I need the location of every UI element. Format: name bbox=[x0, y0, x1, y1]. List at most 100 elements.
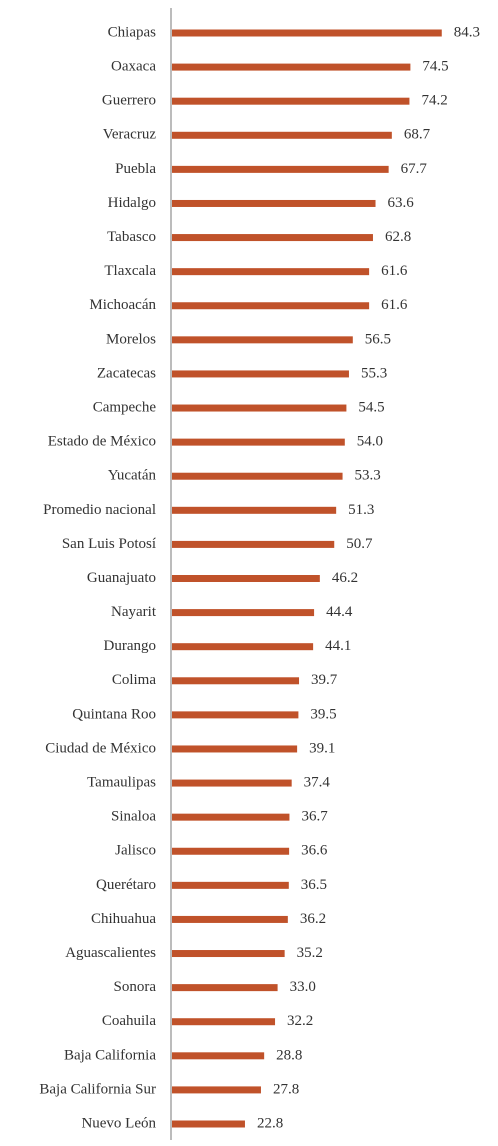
value-label: 39.5 bbox=[310, 706, 336, 722]
value-label: 27.8 bbox=[273, 1081, 299, 1097]
category-label: Zacatecas bbox=[97, 365, 156, 381]
value-label: 44.4 bbox=[326, 604, 353, 620]
category-label: Jalisco bbox=[115, 843, 156, 859]
bar bbox=[172, 370, 349, 378]
bar bbox=[172, 472, 343, 480]
bar bbox=[172, 779, 292, 787]
value-label: 39.7 bbox=[311, 672, 338, 688]
bar bbox=[172, 131, 392, 139]
bar bbox=[172, 97, 410, 105]
value-label: 22.8 bbox=[257, 1115, 283, 1131]
bar bbox=[172, 234, 373, 242]
category-label: Morelos bbox=[106, 331, 156, 347]
value-label: 67.7 bbox=[401, 161, 428, 177]
value-label: 54.5 bbox=[358, 399, 384, 415]
bar bbox=[172, 63, 411, 71]
bar bbox=[172, 711, 299, 719]
value-label: 36.2 bbox=[300, 911, 326, 927]
value-label: 36.7 bbox=[301, 809, 328, 825]
bar bbox=[172, 165, 389, 173]
bar bbox=[172, 950, 285, 958]
value-label: 37.4 bbox=[304, 775, 331, 791]
category-label: Yucatán bbox=[108, 468, 157, 484]
category-label: Tabasco bbox=[107, 229, 156, 245]
value-label: 55.3 bbox=[361, 365, 387, 381]
bar bbox=[172, 438, 345, 446]
category-label: Baja California Sur bbox=[39, 1081, 156, 1097]
bar bbox=[172, 915, 288, 923]
bar bbox=[172, 1052, 265, 1060]
bar bbox=[172, 677, 300, 685]
category-label: Ciudad de México bbox=[45, 740, 156, 756]
value-label: 33.0 bbox=[290, 979, 316, 995]
value-label: 35.2 bbox=[297, 945, 323, 961]
bar bbox=[172, 302, 370, 310]
value-label: 54.0 bbox=[357, 434, 383, 450]
value-label: 28.8 bbox=[276, 1047, 302, 1063]
category-label: Guerrero bbox=[102, 93, 156, 109]
bar bbox=[172, 1018, 276, 1026]
bar bbox=[172, 29, 442, 37]
value-label: 62.8 bbox=[385, 229, 411, 245]
category-label: Quintana Roo bbox=[72, 706, 156, 722]
value-label: 56.5 bbox=[365, 331, 391, 347]
category-label: Estado de México bbox=[48, 434, 156, 450]
value-label: 44.1 bbox=[325, 638, 351, 654]
value-label: 84.3 bbox=[454, 24, 480, 40]
value-label: 51.3 bbox=[348, 502, 374, 518]
value-label: 53.3 bbox=[355, 468, 381, 484]
category-label: Sonora bbox=[114, 979, 157, 995]
category-label: Puebla bbox=[115, 161, 156, 177]
value-label: 36.5 bbox=[301, 877, 327, 893]
category-label: Durango bbox=[104, 638, 157, 654]
value-label: 63.6 bbox=[388, 195, 415, 211]
bar bbox=[172, 336, 353, 344]
bar bbox=[172, 745, 298, 753]
bar bbox=[172, 575, 320, 582]
value-label: 61.6 bbox=[381, 263, 408, 279]
bar bbox=[172, 609, 315, 617]
category-label: Colima bbox=[112, 672, 157, 688]
category-label: Chihuahua bbox=[91, 911, 156, 927]
category-label: Chiapas bbox=[108, 24, 156, 40]
bar bbox=[172, 540, 335, 548]
category-label: San Luis Potosí bbox=[62, 536, 156, 552]
category-label: Sinaloa bbox=[111, 809, 156, 825]
category-label: Tamaulipas bbox=[87, 775, 156, 791]
bar bbox=[172, 1120, 245, 1128]
bar bbox=[172, 268, 370, 276]
value-label: 32.2 bbox=[287, 1013, 313, 1029]
category-label: Veracruz bbox=[103, 127, 157, 143]
bar bbox=[172, 881, 289, 889]
bar bbox=[172, 404, 347, 412]
category-label: Guanajuato bbox=[87, 570, 156, 586]
category-label: Aguascalientes bbox=[65, 945, 156, 961]
category-label: Tlaxcala bbox=[104, 263, 156, 279]
value-label: 74.2 bbox=[421, 93, 447, 109]
category-label: Michoacán bbox=[89, 297, 156, 313]
bar bbox=[172, 813, 290, 821]
bar bbox=[172, 199, 376, 207]
value-label: 46.2 bbox=[332, 570, 358, 586]
bar bbox=[172, 1086, 261, 1094]
category-label: Nayarit bbox=[111, 604, 157, 620]
category-label: Campeche bbox=[93, 399, 157, 415]
category-label: Oaxaca bbox=[111, 59, 156, 75]
value-label: 68.7 bbox=[404, 127, 431, 143]
bar bbox=[172, 506, 337, 514]
category-label: Coahuila bbox=[102, 1013, 156, 1029]
value-label: 61.6 bbox=[381, 297, 408, 313]
value-label: 50.7 bbox=[346, 536, 373, 552]
bar bbox=[172, 643, 314, 651]
category-label: Promedio nacional bbox=[43, 502, 156, 518]
value-label: 39.1 bbox=[309, 740, 335, 756]
category-label: Querétaro bbox=[96, 877, 156, 893]
bar bbox=[172, 847, 290, 855]
category-label: Nuevo León bbox=[81, 1115, 156, 1131]
category-label: Baja California bbox=[64, 1047, 156, 1063]
value-label: 74.5 bbox=[422, 59, 448, 75]
value-label: 36.6 bbox=[301, 843, 328, 859]
category-label: Hidalgo bbox=[108, 195, 156, 211]
bar bbox=[172, 984, 278, 992]
